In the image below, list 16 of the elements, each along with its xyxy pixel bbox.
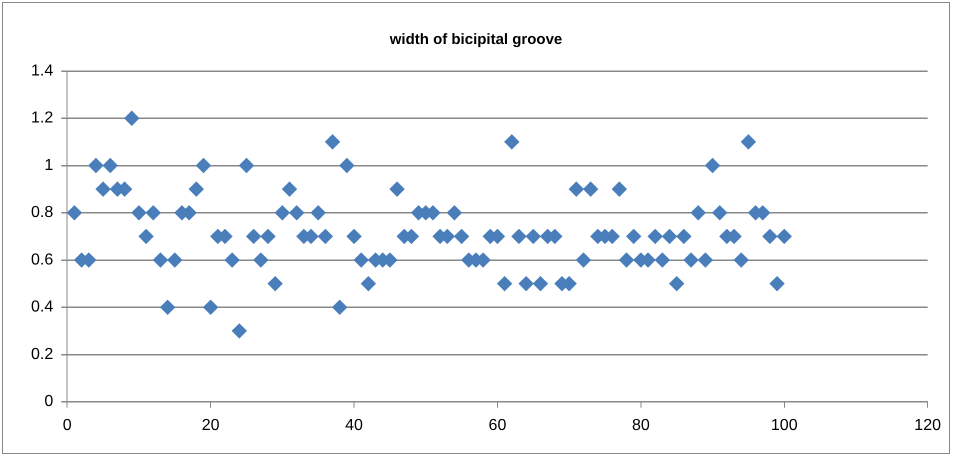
y-tick-label: 0.2 bbox=[30, 346, 54, 363]
y-tick-label: 0 bbox=[44, 393, 54, 410]
y-tick-label: 1 bbox=[44, 156, 54, 174]
chart-title: width of bicipital groove bbox=[388, 31, 562, 48]
x-tick-label: 20 bbox=[202, 416, 220, 434]
y-tick-label: 0.8 bbox=[30, 204, 54, 222]
y-tick-label: 1.4 bbox=[30, 62, 54, 80]
y-tick-label: 0.6 bbox=[30, 251, 54, 268]
y-tick-label: 0.4 bbox=[30, 298, 54, 316]
y-tick-label: 1.2 bbox=[30, 110, 54, 127]
x-tick-label: 0 bbox=[62, 416, 72, 434]
x-tick-label: 120 bbox=[914, 416, 942, 434]
x-tick-label: 80 bbox=[632, 416, 650, 434]
x-tick-label: 40 bbox=[345, 416, 364, 434]
x-tick-label: 60 bbox=[488, 416, 506, 434]
x-tick-label: 100 bbox=[770, 416, 798, 434]
